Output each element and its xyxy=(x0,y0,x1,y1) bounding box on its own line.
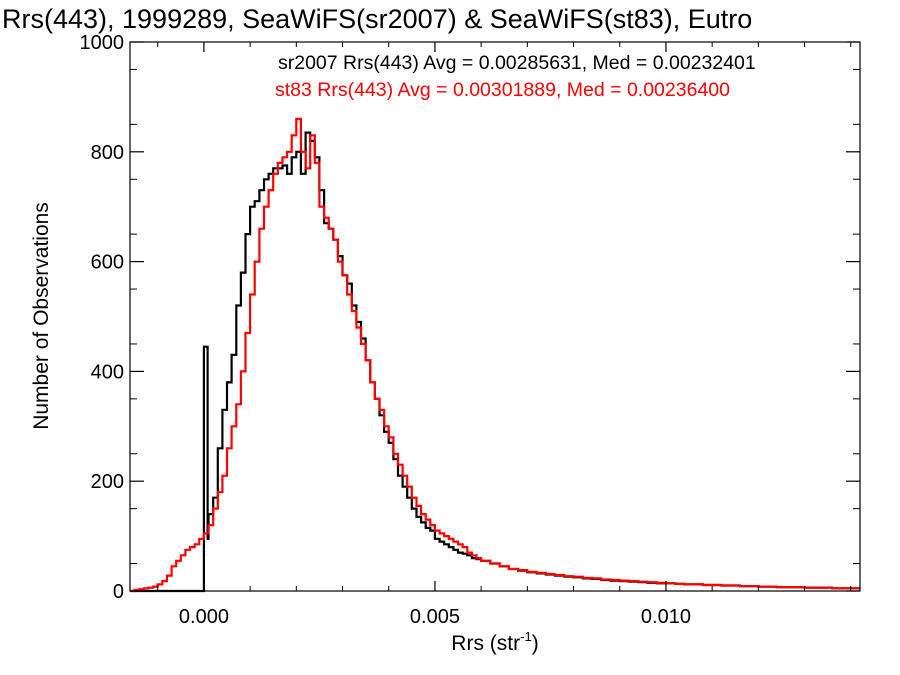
series-st83-line xyxy=(130,117,860,593)
y-axis-title: Number of Observations xyxy=(30,202,53,430)
series-sr2007-line xyxy=(130,131,860,593)
y-tick-label: 1000 xyxy=(80,32,125,54)
x-tick-label: 0.005 xyxy=(410,606,460,628)
series-layer xyxy=(130,117,860,593)
y-tick-label: 600 xyxy=(91,252,124,274)
ticks-layer: 0.000 0.005 0.010 0 200 400 600 800 1000 xyxy=(80,32,860,628)
y-tick-label: 0 xyxy=(113,581,124,603)
plot-frame xyxy=(129,41,861,592)
y-tick-label: 200 xyxy=(91,471,124,493)
y-tick-label: 400 xyxy=(91,361,124,383)
annotation-st83: st83 Rrs(443) Avg = 0.00301889, Med = 0.… xyxy=(275,79,730,101)
x-tick-label: 0.010 xyxy=(641,606,691,628)
y-tick-label: 800 xyxy=(91,142,124,164)
chart-title: Rrs(443), 1999289, SeaWiFS(sr2007) & Sea… xyxy=(2,4,752,34)
x-axis-title: Rrs (str-1) xyxy=(451,629,538,655)
x-tick-label: 0.000 xyxy=(179,606,229,628)
annotation-sr2007: sr2007 Rrs(443) Avg = 0.00285631, Med = … xyxy=(278,52,756,74)
